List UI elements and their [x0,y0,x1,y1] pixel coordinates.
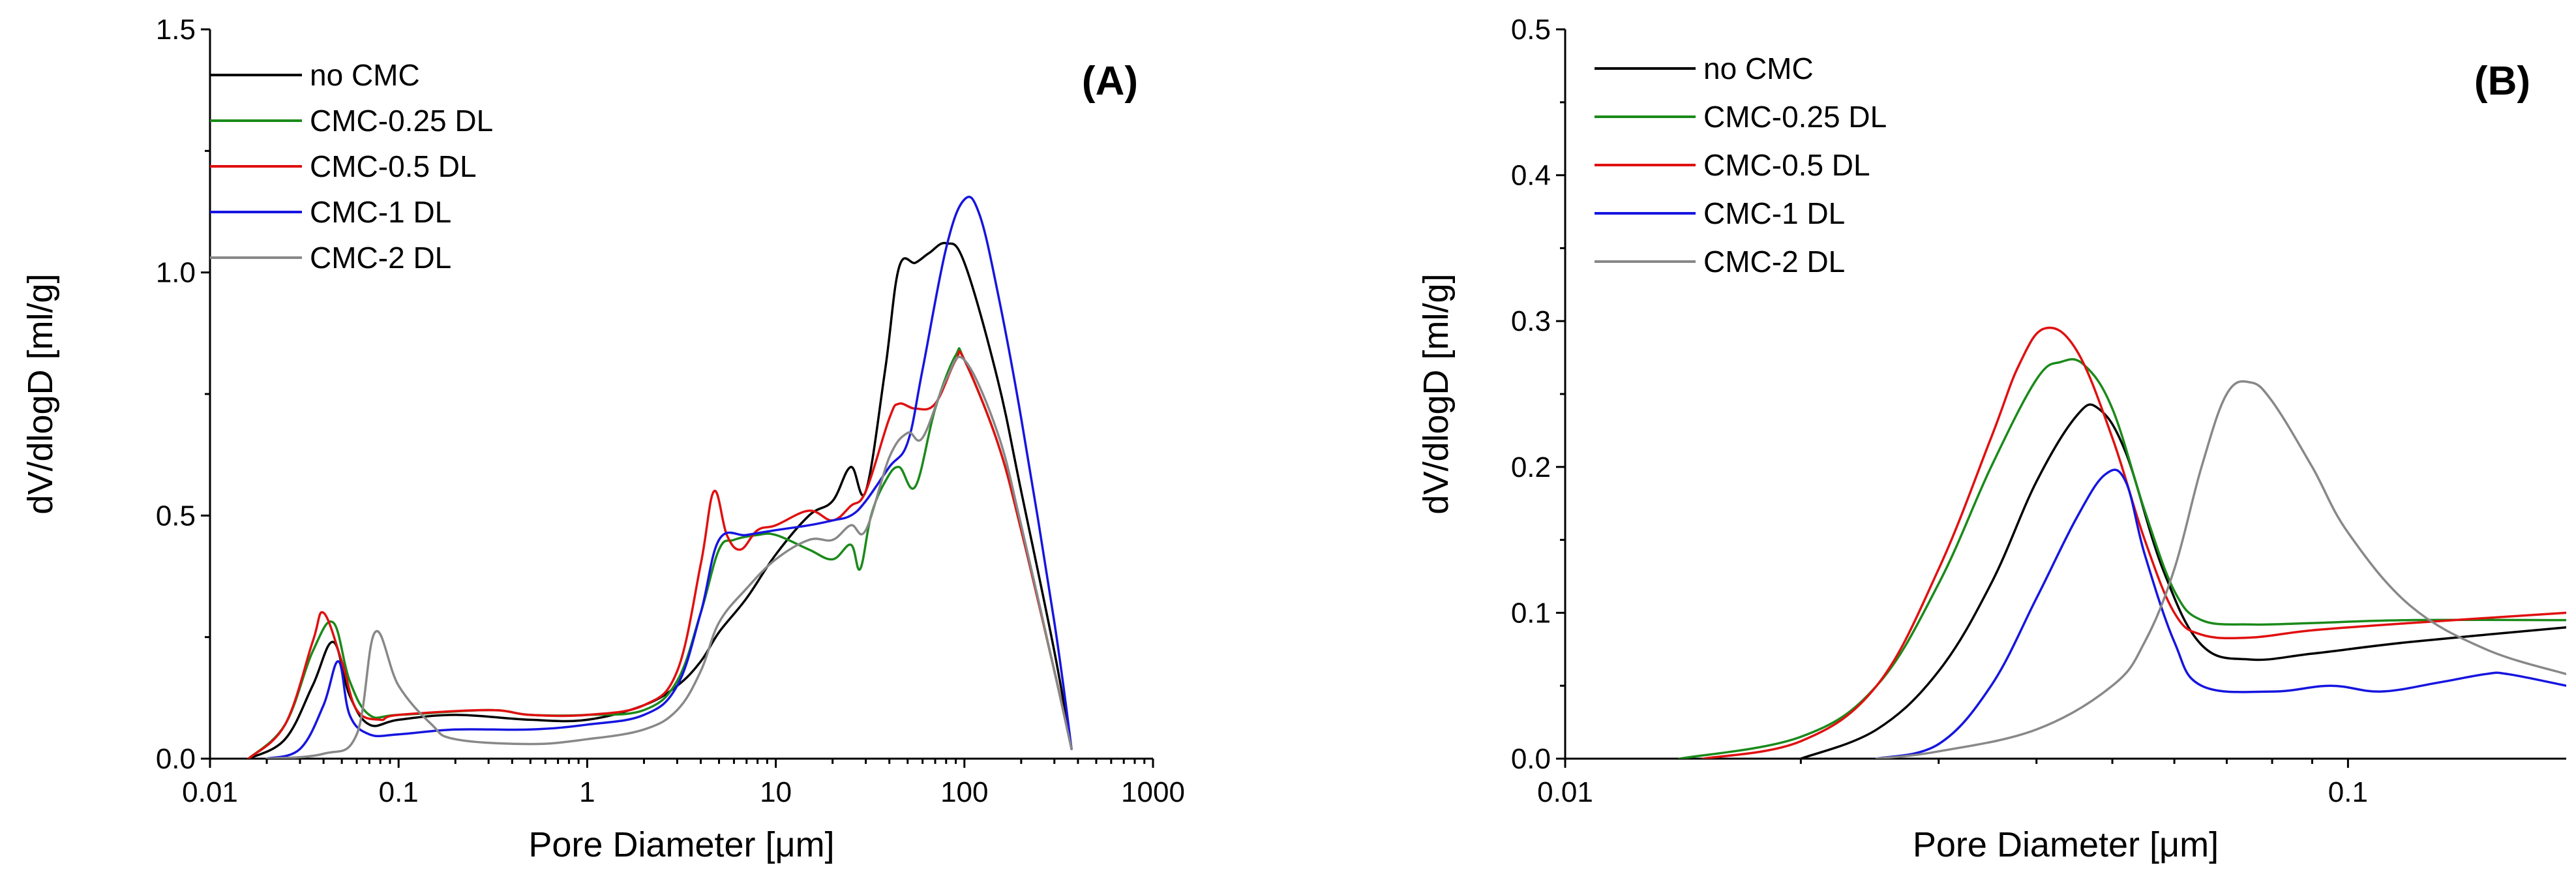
legend-label-cmc-1-dl-a: CMC-1 DL [310,195,451,229]
y-axis-title-b: dV/dlogD [ml/g] [1416,273,1456,514]
x-axis-title-b: Pore Diameter [μm] [1913,825,2219,864]
x-tick-label-a: 1 [579,776,595,808]
x-tick-label-a: 10 [760,776,792,808]
legend-label-cmc-2-dl-a: CMC-2 DL [310,241,451,275]
series-line-no-cmc-b [1799,403,2566,759]
series-line-cmc-0-25-dl-b [1678,357,2566,759]
series-points-no-cmc-b [1801,408,2566,759]
series-points-cmc-1-dl-b [1877,474,2566,759]
legend-label-cmc-0-5-dl-a: CMC-0.5 DL [310,149,477,183]
series-line-cmc-0-5-dl-b [1701,326,2566,759]
series-line-cmc-1-dl-b [1875,468,2566,759]
y-tick-label-a: 0.0 [156,743,196,775]
panel-label-b: (B) [2474,59,2530,104]
plot-area-b [1678,326,2566,759]
y-tick-label-a: 1.0 [156,257,196,289]
chart-panel-b: 0.0 0.1 0.2 0.3 0.4 0.5 0.01 0.1 Pore Diameter [… [1416,14,2566,864]
y-tick-label-a: 0.5 [156,500,196,532]
y-tick-label-b: 0.4 [1511,160,1551,192]
series-line-no-cmc-a [247,241,1073,759]
legend-label-no-cmc-b: no CMC [1703,52,1814,85]
series-points-cmc-0-5-dl-b [1703,328,2566,759]
x-tick-label-a: 0.01 [182,776,238,808]
series-points-cmc-1-dl-a [267,200,1071,759]
series-points-no-cmc-a [248,243,1071,759]
x-tick-label-b: 0.1 [2328,776,2368,808]
series-line-cmc-0-5-dl-a [247,350,1073,759]
legend-label-cmc-0-25-dl-a: CMC-0.25 DL [310,104,493,138]
chart-panel-a: 0.0 0.5 1.0 1.5 0.01 0.1 1 10 100 1000 Pore Diamet… [21,14,1185,864]
series-line-cmc-1-dl-a [265,196,1073,759]
x-tick-label-b: 0.01 [1537,776,1593,808]
series-line-cmc-2-dl-b [1875,380,2566,759]
legend-label-no-cmc-a: no CMC [310,58,420,92]
series-line-cmc-2-dl-a [265,356,1073,759]
legend-label-cmc-0-5-dl-b: CMC-0.5 DL [1703,148,1870,182]
x-axis-title-a: Pore Diameter [μm] [528,825,834,864]
legend-label-cmc-2-dl-b: CMC-2 DL [1703,245,1845,279]
y-axis-title-a: dV/dlogD [ml/g] [21,273,60,514]
legend-label-cmc-0-25-dl-b: CMC-0.25 DL [1703,100,1887,134]
x-tick-label-a: 1000 [1121,776,1185,808]
y-tick-label-a: 1.5 [156,14,196,46]
y-tick-label-b: 0.0 [1511,743,1551,775]
panel-label-a: (A) [1082,59,1138,104]
y-tick-label-b: 0.3 [1511,305,1551,337]
y-tick-label-b: 0.1 [1511,597,1551,629]
x-tick-label-a: 0.1 [379,776,419,808]
series-points-cmc-0-25-dl-b [1679,362,2566,759]
y-tick-label-b: 0.5 [1511,14,1551,46]
plot-area-a [247,196,1073,759]
legend-label-cmc-1-dl-b: CMC-1 DL [1703,196,1845,230]
y-tick-label-b: 0.2 [1511,451,1551,483]
x-tick-label-a: 100 [940,776,988,808]
